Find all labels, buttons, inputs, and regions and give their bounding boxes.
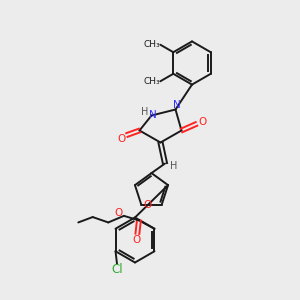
Text: Cl: Cl [111,263,123,276]
Text: O: O [143,200,152,210]
Text: N: N [173,100,181,110]
Text: O: O [198,117,207,128]
Text: CH₃: CH₃ [144,77,160,86]
Text: CH₃: CH₃ [144,40,160,49]
Text: H: H [141,107,148,117]
Text: O: O [117,134,126,144]
Text: O: O [114,208,123,218]
Text: O: O [133,235,141,245]
Text: H: H [170,161,177,171]
Text: N: N [149,110,157,121]
